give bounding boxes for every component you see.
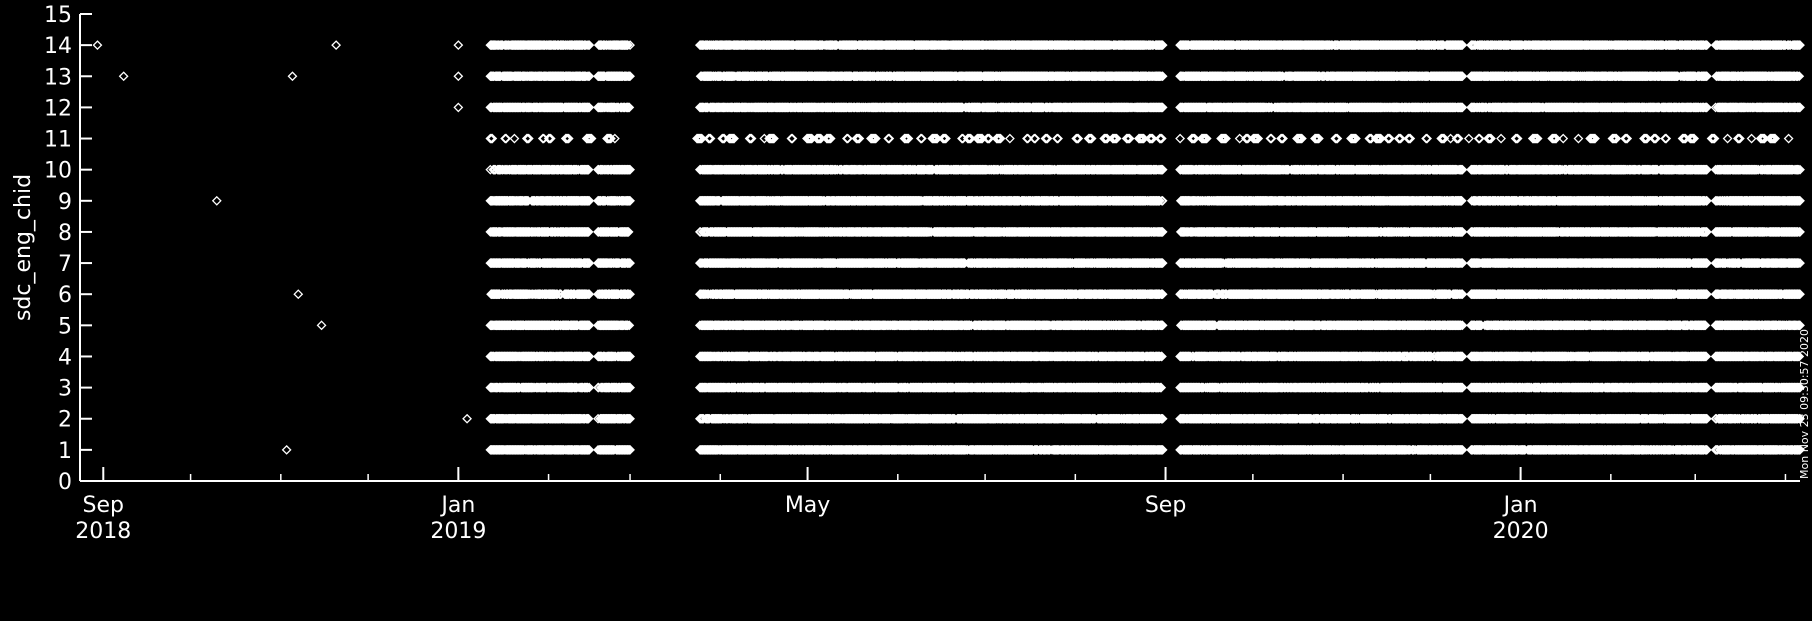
scatter-chart: 0123456789101112131415Sep2018Jan2019May S…: [0, 0, 1812, 621]
